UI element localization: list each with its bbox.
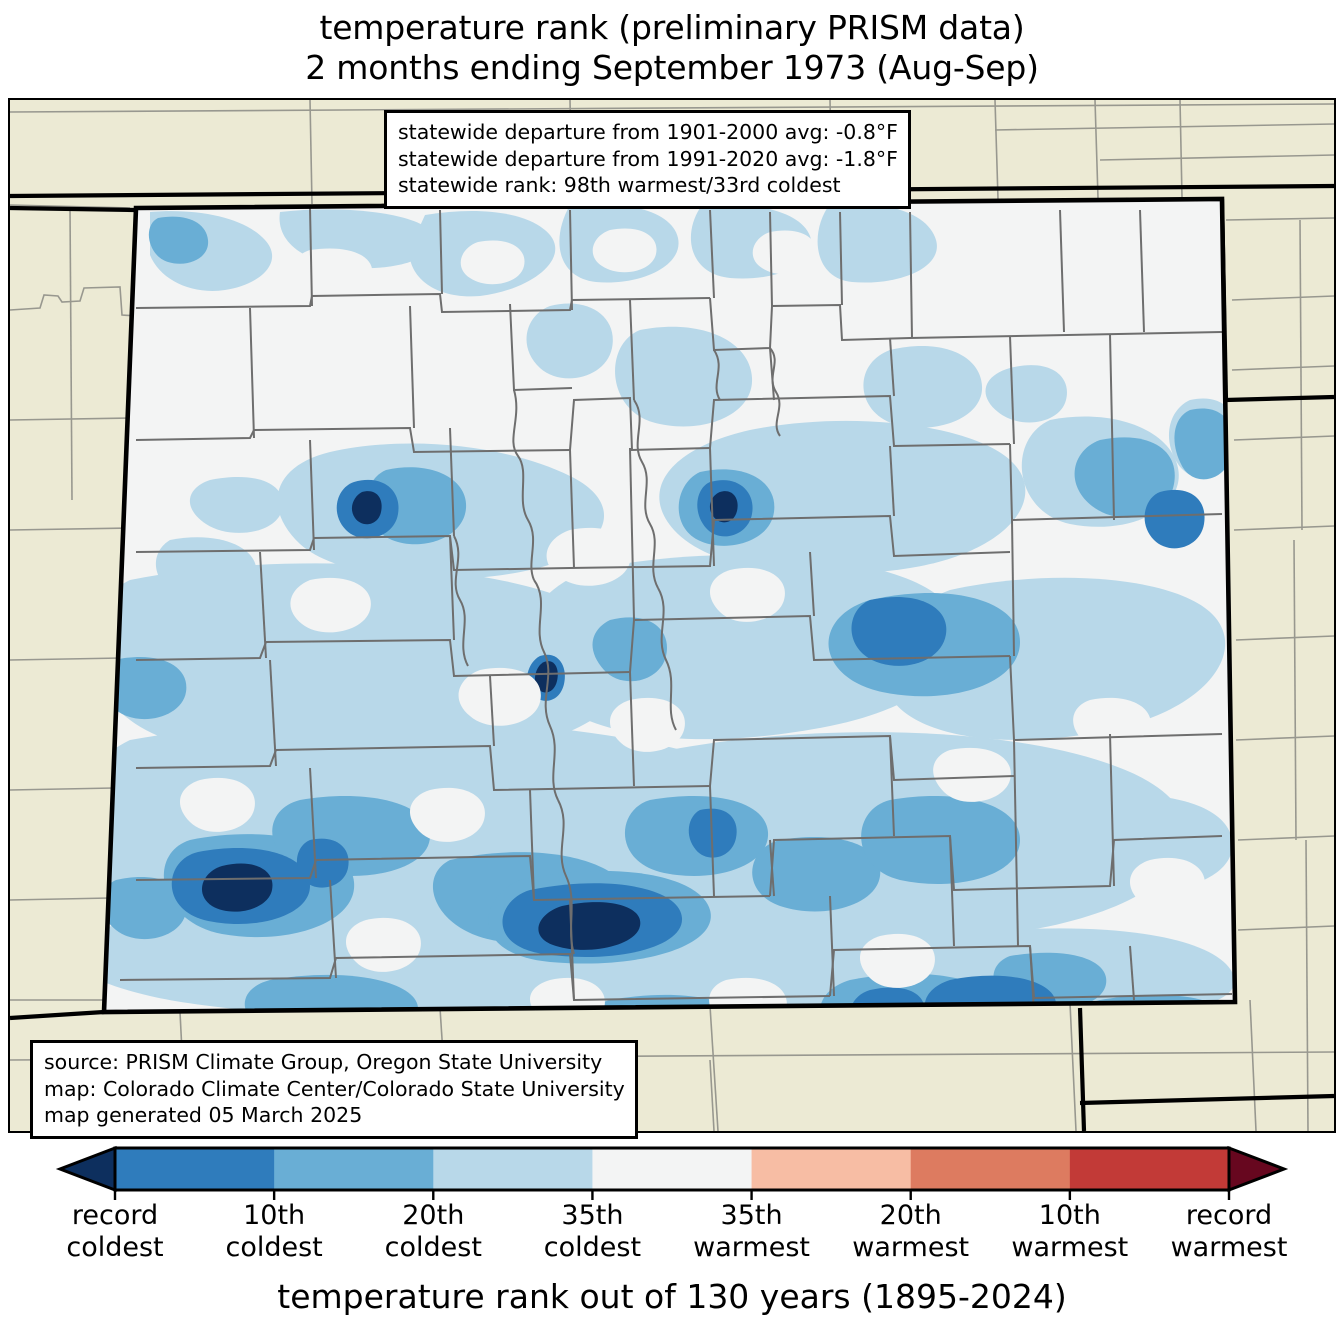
- colorbar-label-7: 10th warmest: [1011, 1200, 1128, 1264]
- colorado-temperature-rank-map: [10, 100, 1334, 1131]
- title-line-1: temperature rank (preliminary PRISM data…: [319, 8, 1025, 47]
- colorbar-tick-labels: record coldest 10th coldest 20th coldest 35th c…: [0, 1200, 1344, 1270]
- colorbar-band-3: [433, 1148, 594, 1190]
- colorbar-extend-high: [1227, 1145, 1289, 1193]
- source-credit-box: source: PRISM Climate Group, Oregon Stat…: [30, 1040, 638, 1139]
- colorbar-caption: temperature rank out of 130 years (1895-…: [277, 1277, 1067, 1316]
- colorbar-band-5: [751, 1148, 912, 1190]
- colorbar-label-3-bottom: coldest: [384, 1232, 482, 1263]
- colorbar-label-8: record warmest: [1171, 1200, 1288, 1264]
- colorbar-label-3-top: 20th: [402, 1200, 465, 1231]
- colorbar-band-4: [592, 1148, 753, 1190]
- colorbar-band-7: [1069, 1148, 1230, 1190]
- colorbar-label-3: 20th coldest: [385, 1200, 482, 1264]
- colorbar-extend-low: [55, 1145, 117, 1193]
- colorbar-label-7-top: 10th: [1038, 1200, 1101, 1231]
- colorbar-label-5-top: 35th: [720, 1200, 783, 1231]
- map-generated-line: map generated 05 March 2025: [44, 1103, 363, 1127]
- colorbar-bands: [55, 1145, 1289, 1193]
- colorbar-label-6: 20th warmest: [852, 1200, 969, 1264]
- colorbar-label-6-top: 20th: [879, 1200, 942, 1231]
- colorbar-band-2: [274, 1148, 434, 1190]
- colorbar-label-8-bottom: warmest: [1170, 1232, 1288, 1263]
- page-title: temperature rank (preliminary PRISM data…: [0, 8, 1344, 88]
- colorbar-label-5: 35th warmest: [693, 1200, 810, 1264]
- colorbar-label-5-bottom: warmest: [693, 1232, 810, 1263]
- colorbar-label-8-top: record: [1185, 1200, 1273, 1231]
- stats-departure-1901-2000: statewide departure from 1901-2000 avg: …: [398, 120, 898, 144]
- colorbar-tickmarks: [113, 1190, 1231, 1200]
- colorbar-band-1: [115, 1148, 275, 1190]
- colorbar-label-4: 35th coldest: [544, 1200, 641, 1264]
- colorbar-label-4-top: 35th: [561, 1200, 624, 1231]
- colorbar-svg: [55, 1145, 1289, 1200]
- title-line-2: 2 months ending September 1973 (Aug-Sep): [305, 48, 1039, 87]
- colorbar-label-2-bottom: coldest: [225, 1232, 323, 1263]
- colorbar-label-1-top: record: [71, 1200, 159, 1231]
- map-canvas: [8, 98, 1336, 1133]
- colorbar-label-1-bottom: coldest: [66, 1232, 164, 1263]
- colorbar-outline: [113, 1146, 1231, 1192]
- colorbar-band-6: [910, 1148, 1071, 1190]
- colorbar: [0, 1140, 1344, 1200]
- map-author-line: map: Colorado Climate Center/Colorado St…: [44, 1076, 625, 1101]
- colorbar-label-6-bottom: warmest: [852, 1232, 970, 1263]
- colorbar-label-2: 10th coldest: [226, 1200, 323, 1264]
- statewide-stats-box: statewide departure from 1901-2000 avg: …: [384, 110, 911, 209]
- near-normal-inliers: [179, 228, 1205, 1012]
- colorbar-label-4-bottom: coldest: [543, 1232, 642, 1263]
- stats-departure-1991-2020: statewide departure from 1991-2020 avg: …: [398, 146, 898, 171]
- stats-statewide-rank: statewide rank: 98th warmest/33rd coldes…: [398, 173, 841, 197]
- colorbar-label-1: record coldest: [66, 1200, 163, 1264]
- colorbar-label-2-top: 10th: [243, 1200, 306, 1231]
- colorbar-label-7-bottom: warmest: [1011, 1232, 1129, 1263]
- source-line: source: PRISM Climate Group, Oregon Stat…: [44, 1050, 603, 1074]
- colorado-county-lines: [119, 207, 1233, 1012]
- temperature-rank-field: [104, 199, 1235, 1012]
